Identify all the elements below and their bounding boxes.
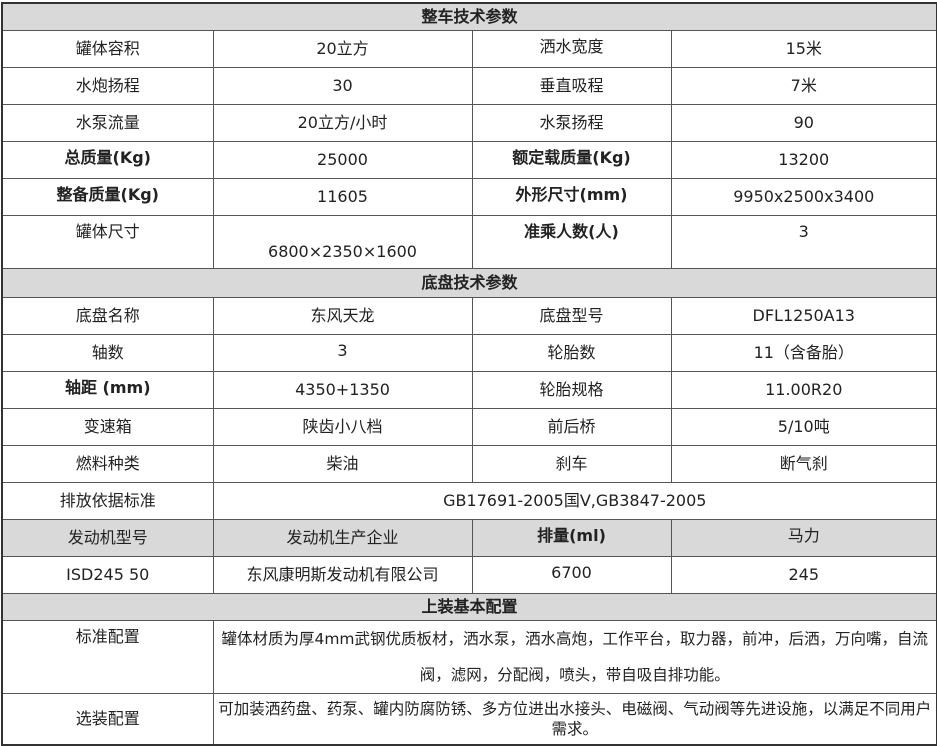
engine-header-cell: 排量(ml) <box>471 518 672 557</box>
param-label: 底盘型号 <box>471 296 672 335</box>
engine-header-cell: 马力 <box>670 518 937 557</box>
engine-value-cell: 6700 <box>471 555 672 594</box>
param-label: 总质量(Kg) <box>1 140 214 179</box>
engine-value-cell: 245 <box>670 555 937 594</box>
param-label: 轴距 (mm) <box>1 370 214 409</box>
emission-label: 排放依据标准 <box>1 481 214 520</box>
table-row: 整车技术参数 <box>1 2 937 31</box>
table-row: 选装配置 可加装洒药盘、药泵、罐内防腐防锈、多方位进出水接头、电磁阀、气动阀等先进… <box>1 692 937 746</box>
optional-config-label: 选装配置 <box>1 692 214 746</box>
table-row: 罐体容积 20立方 洒水宽度 15米 <box>1 29 937 68</box>
table-row: 上装基本配置 <box>1 592 937 621</box>
param-value: 4350+1350 <box>212 370 473 409</box>
param-value: 东风天龙 <box>212 296 473 335</box>
param-label: 罐体容积 <box>1 29 214 68</box>
table-row: 发动机型号 发动机生产企业 排量(ml) 马力 <box>1 518 937 557</box>
param-value: 90 <box>670 103 937 142</box>
param-label: 水泵扬程 <box>471 103 672 142</box>
param-value: 11605 <box>212 177 473 216</box>
param-value: 25000 <box>212 140 473 179</box>
standard-config-label: 标准配置 <box>1 619 214 694</box>
engine-value-cell: ISD245 50 <box>1 555 214 594</box>
param-label: 燃料种类 <box>1 444 214 483</box>
param-label: 水炮扬程 <box>1 66 214 105</box>
param-value: 3 <box>212 333 473 372</box>
param-label: 外形尺寸(mm) <box>471 177 672 216</box>
param-value: 7米 <box>670 66 937 105</box>
table-row: 底盘技术参数 <box>1 267 937 298</box>
param-value: 11.00R20 <box>670 370 937 409</box>
param-value: 13200 <box>670 140 937 179</box>
param-value: 9950x2500x3400 <box>670 177 937 216</box>
param-label: 刹车 <box>471 444 672 483</box>
engine-header-cell: 发动机生产企业 <box>212 518 473 557</box>
table-row: ISD245 50 东风康明斯发动机有限公司 6700 245 <box>1 555 937 594</box>
param-label: 前后桥 <box>471 407 672 446</box>
engine-value-cell: 东风康明斯发动机有限公司 <box>212 555 473 594</box>
param-value: 5/10吨 <box>670 407 937 446</box>
table-row: 整备质量(Kg) 11605 外形尺寸(mm) 9950x2500x3400 <box>1 177 937 216</box>
optional-config-value: 可加装洒药盘、药泵、罐内防腐防锈、多方位进出水接头、电磁阀、气动阀等先进设施，以… <box>212 692 937 746</box>
table-row: 水炮扬程 30 垂直吸程 7米 <box>1 66 937 105</box>
table-row: 燃料种类 柴油 刹车 断气刹 <box>1 444 937 483</box>
param-value: 15米 <box>670 29 937 68</box>
table-row: 排放依据标准 GB17691-2005国Ⅴ,GB3847-2005 <box>1 481 937 520</box>
section-header-body: 上装基本配置 <box>1 592 937 621</box>
param-label: 轮胎规格 <box>471 370 672 409</box>
param-label: 罐体尺寸 <box>1 214 214 269</box>
param-label: 准乘人数(人) <box>471 214 672 269</box>
param-value: 陕齿小八档 <box>212 407 473 446</box>
section-header-chassis: 底盘技术参数 <box>1 267 937 298</box>
engine-header-cell: 发动机型号 <box>1 518 214 557</box>
param-value: 30 <box>212 66 473 105</box>
param-value: 断气刹 <box>670 444 937 483</box>
table-row: 总质量(Kg) 25000 额定载质量(Kg) 13200 <box>1 140 937 179</box>
param-label: 变速箱 <box>1 407 214 446</box>
section-header-vehicle: 整车技术参数 <box>1 2 937 31</box>
table-row: 变速箱 陕齿小八档 前后桥 5/10吨 <box>1 407 937 446</box>
param-label: 额定载质量(Kg) <box>471 140 672 179</box>
param-value: DFL1250A13 <box>670 296 937 335</box>
table-row: 标准配置 罐体材质为厚4mm武钢优质板材，洒水泵，洒水高炮，工作平台，取力器，前冲… <box>1 619 937 694</box>
table-row: 水泵流量 20立方/小时 水泵扬程 90 <box>1 103 937 142</box>
table-row: 底盘名称 东风天龙 底盘型号 DFL1250A13 <box>1 296 937 335</box>
table-row: 轴数 3 轮胎数 11（含备胎） <box>1 333 937 372</box>
param-value: 3 <box>670 214 937 269</box>
param-label: 底盘名称 <box>1 296 214 335</box>
param-label: 水泵流量 <box>1 103 214 142</box>
param-label: 轮胎数 <box>471 333 672 372</box>
table-row: 罐体尺寸 6800×2350×1600 准乘人数(人) 3 <box>1 214 937 269</box>
param-value: 11（含备胎） <box>670 333 937 372</box>
table-row: 轴距 (mm) 4350+1350 轮胎规格 11.00R20 <box>1 370 937 409</box>
param-label: 整备质量(Kg) <box>1 177 214 216</box>
param-value: 柴油 <box>212 444 473 483</box>
emission-value: GB17691-2005国Ⅴ,GB3847-2005 <box>212 481 937 520</box>
param-label: 垂直吸程 <box>471 66 672 105</box>
param-value: 20立方/小时 <box>212 103 473 142</box>
param-label: 洒水宽度 <box>471 29 672 68</box>
param-value: 6800×2350×1600 <box>212 214 473 269</box>
param-value: 20立方 <box>212 29 473 68</box>
param-label: 轴数 <box>1 333 214 372</box>
standard-config-value: 罐体材质为厚4mm武钢优质板材，洒水泵，洒水高炮，工作平台，取力器，前冲，后洒，… <box>212 619 937 694</box>
